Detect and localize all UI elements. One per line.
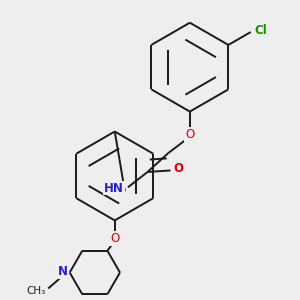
Text: Cl: Cl [254,24,267,37]
Text: O: O [110,232,119,245]
Text: HN: HN [104,182,124,195]
Text: N: N [58,266,68,278]
Text: O: O [185,128,194,141]
Text: CH₃: CH₃ [26,286,45,296]
Text: O: O [174,162,184,176]
